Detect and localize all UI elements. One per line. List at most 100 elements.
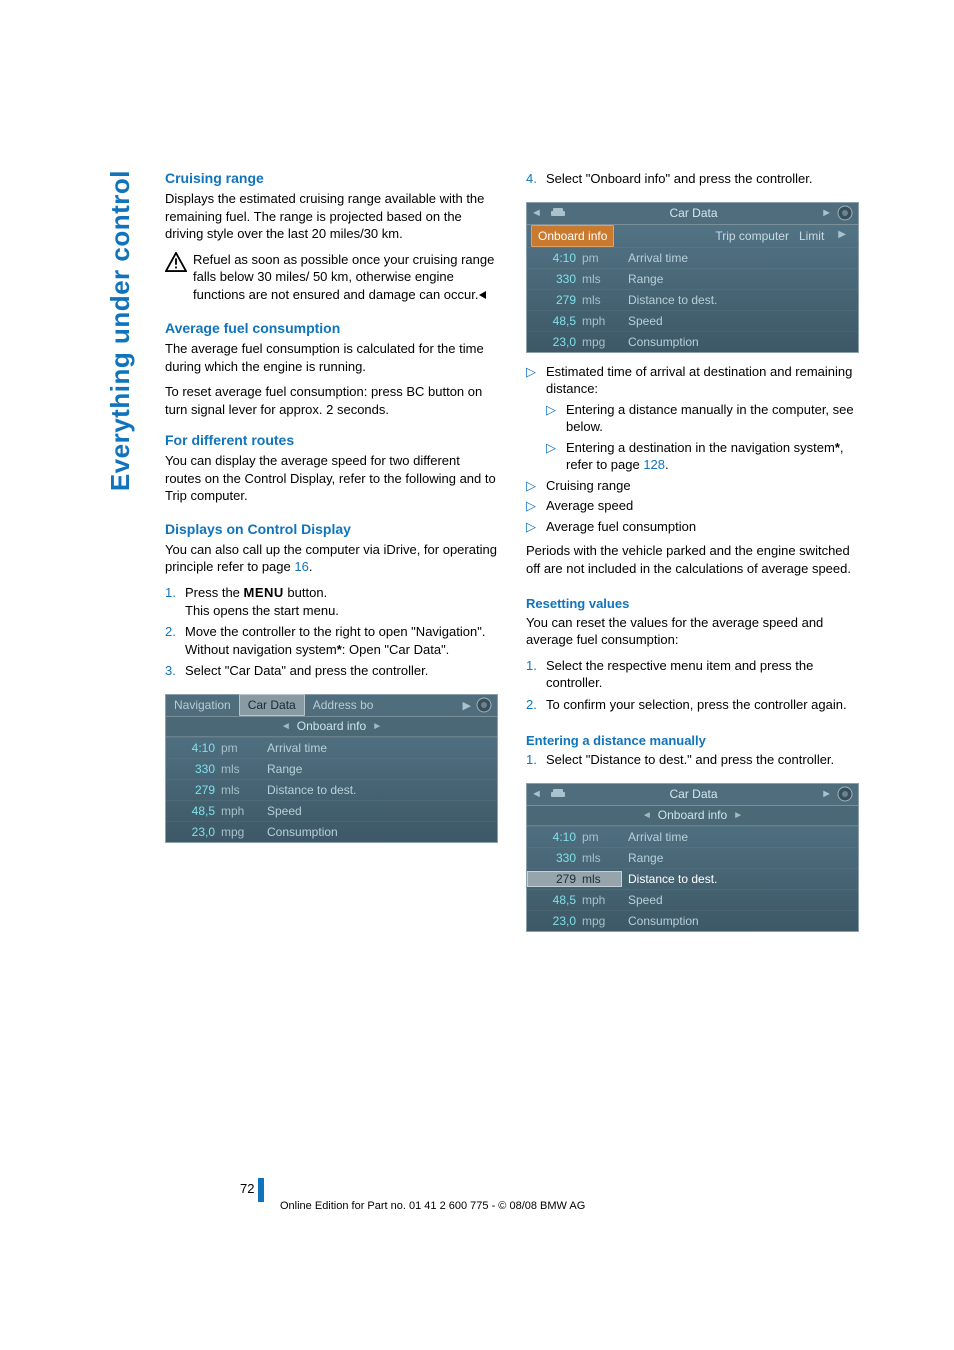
cell-label: Distance to dest. bbox=[622, 293, 858, 307]
left-arrow-icon: ◄ bbox=[531, 207, 542, 219]
bullet-text: Estimated time of arrival at destination… bbox=[546, 363, 859, 398]
cell-value: 48,5 bbox=[527, 893, 582, 907]
steps-list-left: 1. Press the MENU button. This opens the… bbox=[165, 584, 498, 684]
table-row: 23,0mpgConsumption bbox=[166, 821, 497, 842]
cell-value: 23,0 bbox=[527, 914, 582, 928]
bullet-list: ▷ Estimated time of arrival at destinati… bbox=[526, 363, 859, 539]
ss2-tabs: Onboard info Trip computer Limit ▶ bbox=[527, 225, 858, 247]
cell-value: 4:10 bbox=[166, 741, 221, 755]
play-icon: ▶ bbox=[463, 699, 471, 712]
resetting-steps: 1. Select the respective menu item and p… bbox=[526, 657, 859, 718]
ss2-tabs-right: Trip computer Limit ▶ bbox=[614, 229, 858, 243]
idrive-screenshot-1: Navigation Car Data Address bo ▶ ◄ Onboa… bbox=[165, 694, 498, 843]
list-item: ▷ Average speed bbox=[526, 497, 859, 515]
right-arrow-icon: ► bbox=[821, 207, 832, 219]
step-text: Move the controller to the right to open… bbox=[185, 623, 498, 658]
left-arrow-icon: ◄ bbox=[531, 788, 542, 800]
cell-label: Consumption bbox=[261, 825, 497, 839]
triangle-bullet-icon: ▷ bbox=[546, 401, 566, 436]
intro-pre: You can also call up the computer via iD… bbox=[165, 542, 497, 575]
cell-label: Arrival time bbox=[622, 251, 858, 265]
ss2-tab-limit: Limit bbox=[799, 229, 824, 243]
ss3-title: Car Data bbox=[570, 787, 817, 801]
ss2-tab-trip: Trip computer bbox=[715, 229, 789, 243]
bullet-text: Entering a destination in the navigation… bbox=[566, 439, 859, 474]
step4-list: 4. Select "Onboard info" and press the c… bbox=[526, 170, 859, 192]
page-number-bar bbox=[258, 1178, 264, 1202]
cell-label: Arrival time bbox=[261, 741, 497, 755]
warning-text-content: Refuel as soon as possible once your cru… bbox=[193, 252, 494, 302]
ss2-header: ◄ Car Data ► bbox=[527, 203, 858, 225]
heading-resetting: Resetting values bbox=[526, 596, 859, 611]
s1a: Press the bbox=[185, 585, 244, 600]
triangle-bullet-icon: ▷ bbox=[546, 439, 566, 474]
step-text: Select "Onboard info" and press the cont… bbox=[546, 170, 859, 188]
knob-icon bbox=[836, 785, 854, 803]
footer-text: Online Edition for Part no. 01 41 2 600 … bbox=[280, 1200, 585, 1212]
car-icon bbox=[550, 788, 566, 800]
step-text: Select "Distance to dest." and press the… bbox=[546, 751, 859, 769]
triangle-bullet-icon: ▷ bbox=[526, 497, 546, 515]
table-row: 330mlsRange bbox=[166, 758, 497, 779]
cell-label: Arrival time bbox=[622, 830, 858, 844]
ss3-subheader: ◄ Onboard info ► bbox=[527, 806, 858, 826]
cell-value: 23,0 bbox=[527, 335, 582, 349]
cell-value: 48,5 bbox=[527, 314, 582, 328]
cell-value: 279 bbox=[527, 871, 582, 887]
right-column: 4. Select "Onboard info" and press the c… bbox=[526, 170, 859, 942]
triangle-bullet-icon: ▷ bbox=[526, 518, 546, 536]
text-ctrl-display-intro: You can also call up the computer via iD… bbox=[165, 541, 498, 576]
cell-unit: mls bbox=[582, 851, 622, 865]
knob-icon bbox=[836, 204, 854, 222]
page-link-128[interactable]: 128 bbox=[643, 457, 665, 472]
cell-label: Speed bbox=[622, 893, 858, 907]
step-number: 1. bbox=[165, 584, 185, 619]
s1b: button. bbox=[284, 585, 327, 600]
cell-unit: mls bbox=[582, 871, 622, 887]
cell-label: Distance to dest. bbox=[622, 872, 858, 886]
step-text: To confirm your selection, press the con… bbox=[546, 696, 859, 714]
list-item: 3. Select "Car Data" and press the contr… bbox=[165, 662, 498, 680]
left-arrow-icon: ◄ bbox=[281, 721, 291, 732]
cell-label: Speed bbox=[261, 804, 497, 818]
ss2-tab-onboard: Onboard info bbox=[531, 225, 614, 247]
list-item: 2. To confirm your selection, press the … bbox=[526, 696, 859, 714]
bullet-text: Average fuel consumption bbox=[546, 518, 859, 536]
text-avg-fuel-1: The average fuel consumption is calculat… bbox=[165, 340, 498, 375]
car-icon bbox=[550, 207, 566, 219]
list-item: 4. Select "Onboard info" and press the c… bbox=[526, 170, 859, 188]
warning-icon bbox=[165, 252, 187, 272]
s2c: : Open "Car Data". bbox=[342, 642, 450, 657]
table-row: 48,5mphSpeed bbox=[166, 800, 497, 821]
page-link-16[interactable]: 16 bbox=[294, 559, 308, 574]
right-arrow-icon: ► bbox=[372, 721, 382, 732]
table-row: 279mlsDistance to dest. bbox=[527, 868, 858, 889]
cell-unit: mls bbox=[582, 272, 622, 286]
table-row: 4:10pmArrival time bbox=[527, 247, 858, 268]
intro-end: . bbox=[309, 559, 313, 574]
end-marker-icon bbox=[478, 287, 488, 305]
ss1-subheader: ◄ Onboard info ► bbox=[166, 717, 497, 737]
cell-value: 279 bbox=[166, 783, 221, 797]
text-periods: Periods with the vehicle parked and the … bbox=[526, 542, 859, 577]
ss3-header: ◄ Car Data ► bbox=[527, 784, 858, 806]
cell-unit: mpg bbox=[582, 914, 622, 928]
s2a: Move the controller to the right to open… bbox=[185, 624, 485, 639]
list-item: ▷ Cruising range bbox=[526, 477, 859, 495]
cell-unit: mpg bbox=[582, 335, 622, 349]
heading-avg-fuel: Average fuel consumption bbox=[165, 320, 498, 336]
cell-label: Range bbox=[261, 762, 497, 776]
list-item: 1. Select the respective menu item and p… bbox=[526, 657, 859, 692]
right-arrow-icon: ► bbox=[733, 810, 743, 821]
heading-entering-distance: Entering a distance manually bbox=[526, 733, 859, 748]
right-arrow-icon: ▶ bbox=[838, 229, 846, 243]
list-item: 2. Move the controller to the right to o… bbox=[165, 623, 498, 658]
list-item: ▷ Entering a distance manually in the co… bbox=[546, 401, 859, 436]
cell-value: 48,5 bbox=[166, 804, 221, 818]
cell-label: Distance to dest. bbox=[261, 783, 497, 797]
step-number: 4. bbox=[526, 170, 546, 188]
bullet-text: Average speed bbox=[546, 497, 859, 515]
heading-diff-routes: For different routes bbox=[165, 432, 498, 448]
table-row: 279mlsDistance to dest. bbox=[166, 779, 497, 800]
s2b: Without navigation system bbox=[185, 642, 337, 657]
